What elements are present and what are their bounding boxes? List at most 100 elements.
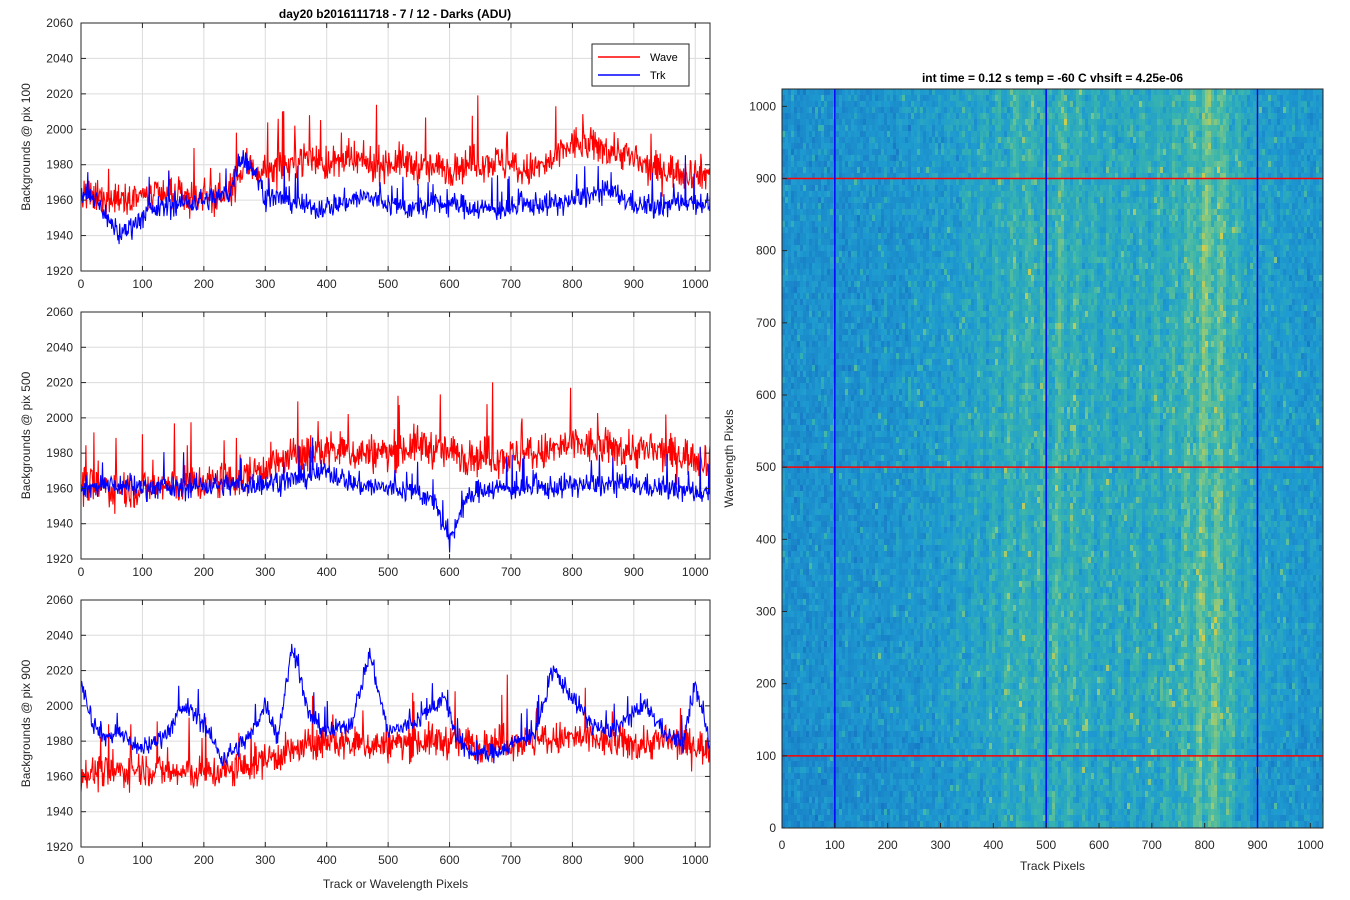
heatmap-cell — [863, 119, 867, 126]
heatmap-cell — [875, 491, 879, 498]
heatmap-cell — [803, 677, 807, 684]
heatmap-cell — [800, 431, 804, 438]
heatmap-cell — [872, 305, 876, 312]
heatmap-cell — [785, 113, 789, 120]
heatmap-cell — [863, 425, 867, 432]
heatmap-cell — [818, 419, 822, 426]
heatmap-cell — [866, 197, 870, 204]
heatmap-cell — [860, 581, 864, 588]
heatmap-cell — [881, 437, 885, 444]
heatmap-cell — [848, 815, 852, 822]
heatmap-cell — [878, 629, 882, 636]
heatmap-cell — [830, 359, 834, 366]
heatmap-cell — [836, 563, 840, 570]
heatmap-cell — [791, 179, 795, 186]
heatmap-cell — [887, 587, 891, 594]
heatmap-cell — [848, 257, 852, 264]
heatmap-cell — [866, 419, 870, 426]
heatmap-cell — [857, 455, 861, 462]
heatmap-cell — [869, 461, 873, 468]
heatmap-cell — [794, 413, 798, 420]
heatmap-cell — [842, 725, 846, 732]
heatmap-cell — [884, 773, 888, 780]
heatmap-cell — [863, 257, 867, 264]
heatmap-cell — [806, 329, 810, 336]
heatmap-cell — [848, 533, 852, 540]
heatmap-cell — [791, 485, 795, 492]
heatmap-cell — [842, 785, 846, 792]
heatmap-cell — [881, 275, 885, 282]
heatmap-cell — [785, 251, 789, 258]
heatmap-cell — [884, 389, 888, 396]
heatmap-cell — [854, 311, 858, 318]
heatmap-cell — [818, 107, 822, 114]
heatmap-cell — [791, 353, 795, 360]
heatmap-cell — [785, 515, 789, 522]
heatmap-cell — [818, 491, 822, 498]
heatmap-cell — [854, 551, 858, 558]
heatmap-cell — [815, 695, 819, 702]
heatmap-cell — [782, 407, 786, 414]
heatmap-cell — [812, 89, 816, 96]
heatmap-cell — [827, 281, 831, 288]
heatmap-cell — [842, 173, 846, 180]
heatmap-cell — [869, 407, 873, 414]
heatmap-cell — [866, 635, 870, 642]
heatmap-cell — [893, 581, 897, 588]
heatmap-cell — [824, 257, 828, 264]
heatmap-cell — [842, 563, 846, 570]
heatmap-cell — [809, 215, 813, 222]
heatmap-cell — [800, 359, 804, 366]
heatmap-cell — [806, 137, 810, 144]
heatmap-cell — [878, 473, 882, 480]
heatmap-cell — [875, 809, 879, 816]
heatmap-cell — [860, 305, 864, 312]
heatmap-cell — [878, 419, 882, 426]
heatmap-cell — [806, 299, 810, 306]
heatmap-cell — [893, 755, 897, 762]
heatmap-cell — [827, 677, 831, 684]
heatmap-cell — [830, 461, 834, 468]
heatmap-cell — [830, 587, 834, 594]
heatmap-cell — [860, 455, 864, 462]
heatmap-cell — [824, 371, 828, 378]
heatmap-cell — [797, 797, 801, 804]
heatmap-cell — [884, 821, 888, 828]
heatmap-cell — [869, 593, 873, 600]
heatmap-cell — [863, 299, 867, 306]
heatmap-cell — [836, 365, 840, 372]
heatmap-cell — [848, 233, 852, 240]
heatmap-cell — [890, 713, 894, 720]
heatmap-cell — [863, 515, 867, 522]
heatmap-cell — [866, 695, 870, 702]
heatmap-cell — [794, 317, 798, 324]
heatmap-cell — [863, 737, 867, 744]
heatmap-cell — [854, 731, 858, 738]
heatmap-cell — [884, 269, 888, 276]
heatmap-cell — [797, 809, 801, 816]
heatmap-cell — [869, 653, 873, 660]
heatmap-cell — [836, 545, 840, 552]
heatmap-cell — [860, 545, 864, 552]
heatmap-cell — [845, 803, 849, 810]
heatmap-cell — [806, 473, 810, 480]
heatmap-cell — [830, 707, 834, 714]
heatmap-cell — [836, 803, 840, 810]
heatmap-cell — [794, 665, 798, 672]
heatmap-cell — [875, 401, 879, 408]
heatmap-cell — [845, 755, 849, 762]
heatmap-cell — [872, 185, 876, 192]
heatmap-cell — [803, 521, 807, 528]
heatmap-cell — [824, 269, 828, 276]
heatmap-cell — [839, 281, 843, 288]
heatmap-cell — [821, 629, 825, 636]
heatmap-cell — [872, 149, 876, 156]
heatmap-cell — [794, 89, 798, 96]
heatmap-cell — [866, 203, 870, 210]
heatmap-cell — [857, 653, 861, 660]
heatmap-cell — [872, 575, 876, 582]
heatmap-cell — [842, 737, 846, 744]
heatmap-cell — [887, 317, 891, 324]
heatmap-cell — [821, 719, 825, 726]
heatmap-cell — [848, 461, 852, 468]
